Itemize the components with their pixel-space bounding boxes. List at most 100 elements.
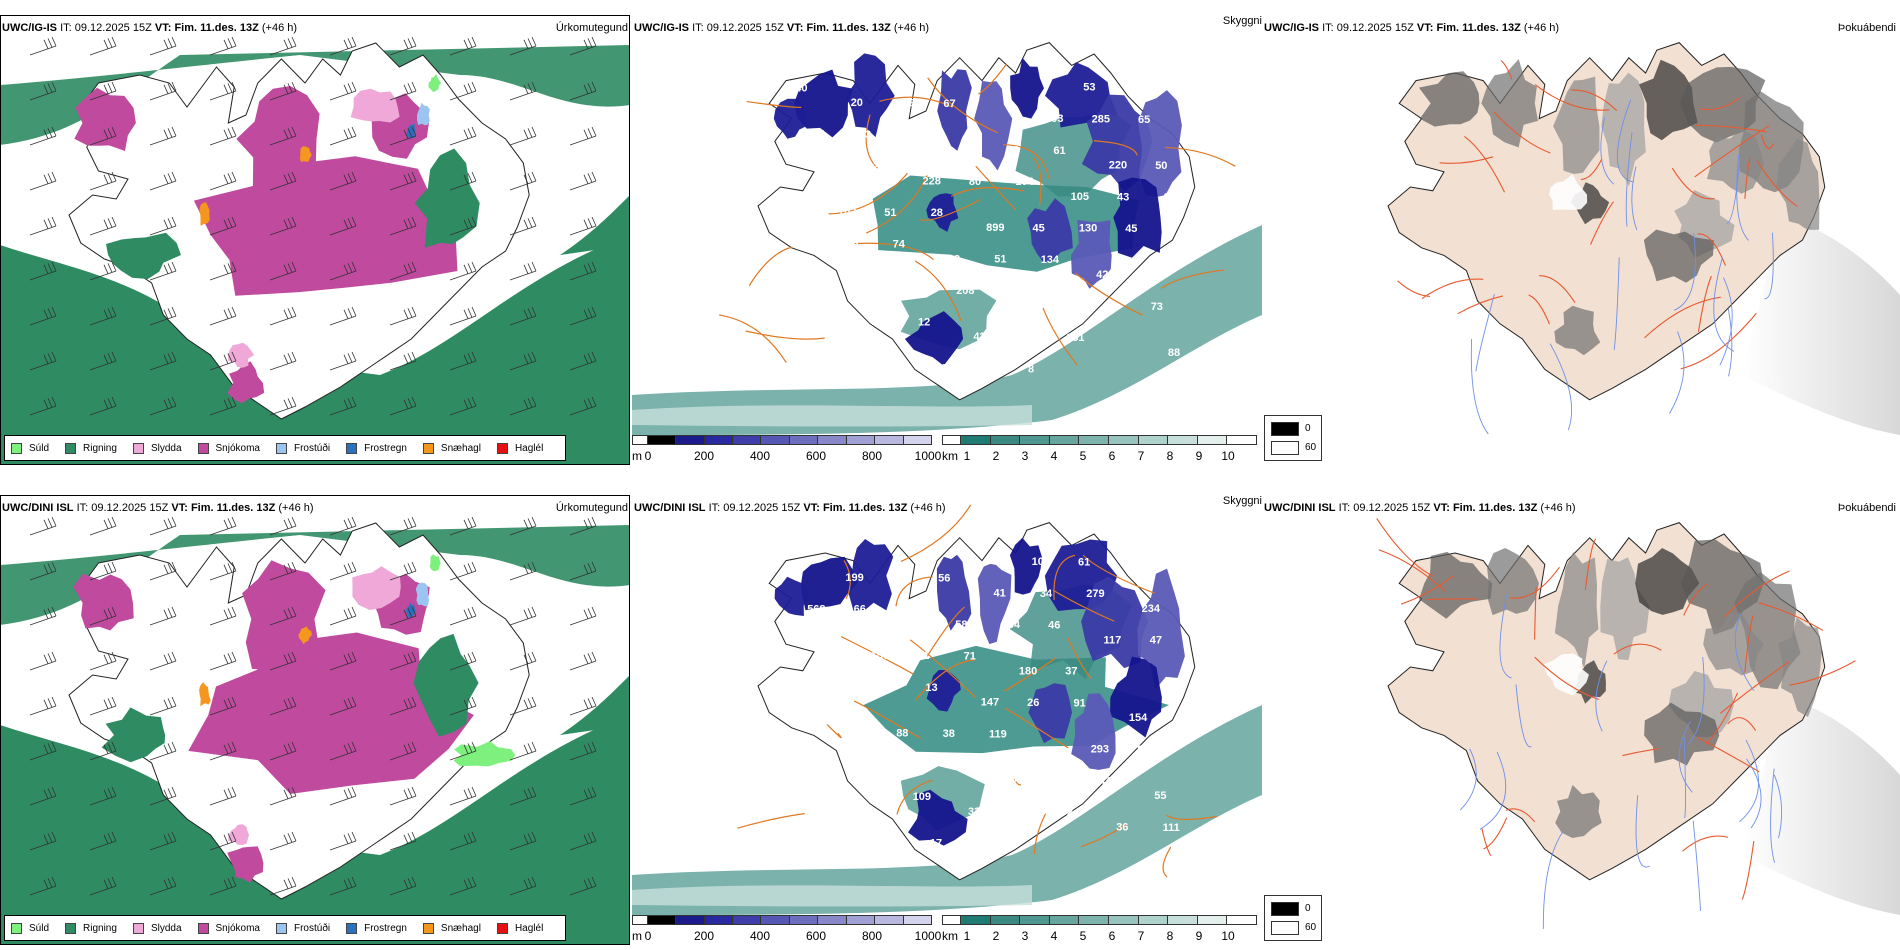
colorbar-unit: m	[632, 929, 642, 943]
rain-area	[101, 707, 166, 763]
road-network	[1376, 518, 1856, 900]
cloud-base-value-label: 285	[1092, 113, 1110, 125]
wind-barb	[209, 126, 237, 146]
colorbar-tick: 1	[963, 929, 971, 943]
fog-index-area	[1418, 71, 1480, 127]
wind-barb	[29, 516, 57, 536]
legend-swatch	[275, 442, 287, 454]
cloud-base-value-label: 44	[1099, 775, 1112, 787]
wind-barb	[149, 606, 177, 626]
cloud-base-value-label: 134	[1041, 254, 1060, 266]
wind-barb	[509, 516, 537, 536]
lead-time: (+46 h)	[278, 502, 314, 514]
cloud-base-value-label: 45	[1125, 223, 1137, 235]
colorbar-cell	[1197, 436, 1228, 444]
cloud-base-value-label: 68	[1163, 192, 1175, 204]
colorbar-tick: 7	[1137, 929, 1145, 943]
colorbar-cell	[846, 916, 876, 924]
cloudbase-visibility-map[interactable]: 1224513143651047473820681341240612812151…	[632, 15, 1262, 465]
colorbar-unit: m	[632, 449, 642, 463]
cloud-base-value-label: 74	[893, 239, 906, 251]
wind-barb	[569, 81, 597, 101]
precip-type-map[interactable]	[0, 495, 630, 945]
low-cloud-base-area	[908, 789, 968, 846]
fog-legend-swatch-1	[1271, 441, 1299, 455]
lead-time: (+46 h)	[1523, 22, 1560, 34]
wind-barb	[509, 396, 537, 416]
wind-barb	[29, 261, 57, 281]
legend-label: Frostregn	[364, 442, 407, 454]
colorbar-cell	[875, 916, 904, 924]
rain-area	[0, 525, 630, 625]
cloudbase-colorbar-strip	[632, 915, 932, 925]
cloud-base-value-label: 634	[828, 822, 847, 834]
cloud-base-value-label: 157	[871, 650, 889, 662]
wind-barb	[509, 561, 537, 581]
snow-area	[188, 632, 474, 794]
wind-barb	[509, 171, 537, 191]
cloud-base-value-label: 102	[838, 207, 856, 219]
colorbar-cell	[1049, 436, 1080, 444]
fog-index-map[interactable]	[1262, 495, 1900, 945]
wind-barb	[269, 81, 297, 101]
wind-barb	[449, 81, 477, 101]
wind-barb	[329, 351, 357, 371]
wind-barb	[569, 396, 597, 416]
wind-barb	[449, 876, 477, 896]
low-cloud-base-area	[1027, 198, 1073, 264]
colorbar-tick: 9	[1195, 449, 1203, 463]
wind-barb	[149, 561, 177, 581]
low-cloud-base-area	[1137, 568, 1185, 690]
legend-item-súld: Súld	[11, 442, 49, 454]
fog-index-area	[1680, 66, 1766, 143]
legend-swatch	[496, 922, 508, 934]
cloud-base-value-label: 45	[1033, 222, 1045, 234]
low-visibility-area	[632, 225, 1262, 435]
cloud-base-value-label: 137	[1171, 557, 1189, 569]
panel-type-label: Úrkomutegund	[555, 502, 628, 514]
wind-barb	[389, 606, 417, 626]
legend-label: Slydda	[150, 442, 182, 454]
wind-barb	[509, 126, 537, 146]
low-cloud-base-area	[1045, 62, 1118, 128]
legend-swatch	[132, 922, 144, 934]
wind-barb	[209, 396, 237, 416]
freezing-rain-area	[405, 602, 416, 618]
wind-barb	[449, 696, 477, 716]
wind-barb	[449, 126, 477, 146]
wind-barb	[149, 651, 177, 671]
fog-free-area	[1543, 653, 1589, 696]
wind-barb	[89, 36, 117, 56]
colorbar-tick: 5	[1079, 929, 1087, 943]
road-network	[737, 504, 1217, 878]
wind-barb	[29, 216, 57, 236]
wind-barb	[509, 651, 537, 671]
cloud-base-value-label: 71	[964, 651, 976, 663]
low-cloud-base-area	[773, 98, 807, 139]
colorbar-cell	[1138, 916, 1169, 924]
cloud-base-value-label: 13	[925, 682, 937, 694]
wind-barb	[269, 606, 297, 626]
cloudbase-visibility-map[interactable]: 1091374613777256759136342797158444366641…	[632, 495, 1262, 945]
colorbar-cell	[990, 916, 1021, 924]
colorbar-cell	[1168, 436, 1198, 444]
wind-barb	[89, 696, 117, 716]
wind-barb	[449, 651, 477, 671]
colorbar-tick: 7	[1137, 449, 1145, 463]
colorbar-tick: 2	[992, 929, 1000, 943]
cloud-base-labels: 1091374613777256759136342797158444366641…	[795, 556, 1190, 850]
colorbar-tick: 800	[861, 449, 883, 463]
cloud-base-value-label: 77	[879, 682, 891, 694]
legend-swatch	[422, 922, 434, 934]
wind-barb	[269, 561, 297, 581]
wind-barb	[89, 606, 117, 626]
fog-index-area	[1553, 76, 1600, 174]
wind-barb	[269, 876, 297, 896]
panel-title: UWC/IG-IS IT: 09.12.2025 15Z VT: Fim. 11…	[634, 22, 929, 34]
precip-type-map[interactable]	[0, 15, 630, 465]
lead-time: (+46 h)	[893, 22, 930, 34]
wind-barb	[269, 651, 297, 671]
fog-index-map[interactable]	[1262, 15, 1900, 465]
wind-barb	[89, 171, 117, 191]
snow-pellet-area	[199, 682, 211, 707]
